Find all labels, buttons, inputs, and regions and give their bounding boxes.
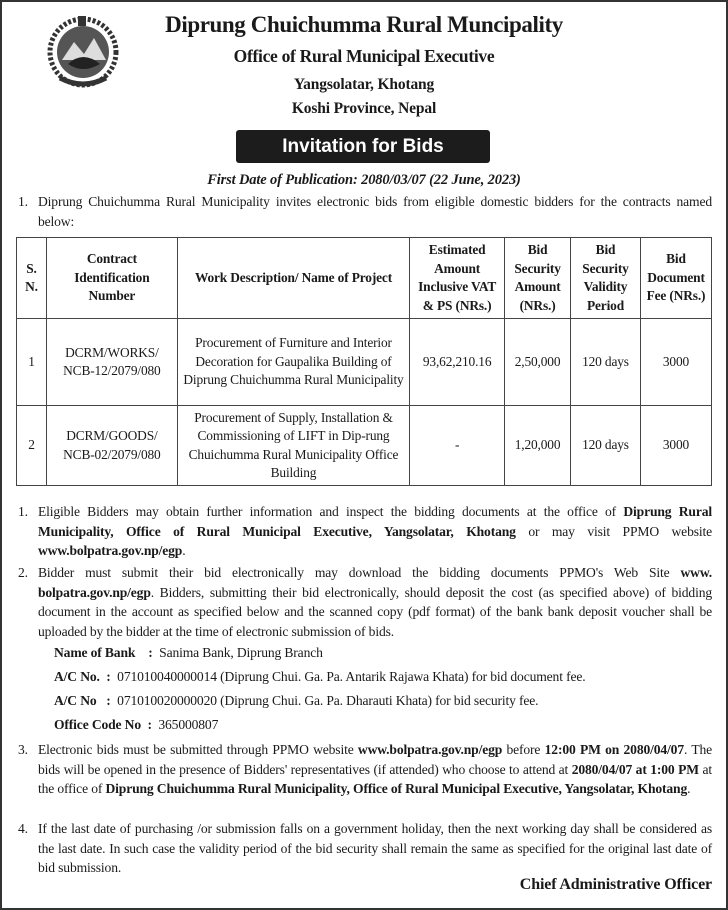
label: A/C No.: [54, 669, 100, 684]
list-item-4: 4. If the last date of purchasing /or su…: [16, 819, 712, 878]
province: Koshi Province, Nepal: [291, 100, 437, 117]
value: 071010020000020 (Diprung Chui. Ga. Pa. D…: [117, 693, 539, 708]
list-item-1: 1. Eligible Bidders may obtain further i…: [16, 502, 712, 561]
label: Office Code No: [54, 717, 141, 732]
cell: 2: [16, 405, 47, 486]
table-row: 2 DCRM/GOODS/ NCB-02/2079/080 Procuremen…: [16, 405, 713, 486]
col-validity: Bid Security Validity Period: [570, 237, 641, 319]
cell: 1,20,000: [504, 405, 572, 486]
website-link: www.bolpatra.gov.np/egp: [38, 543, 183, 559]
col-work-description: Work Description/ Name of Project: [176, 237, 411, 319]
sep: :: [106, 669, 111, 684]
cell: 120 days: [570, 318, 641, 406]
cell: 2,50,000: [504, 318, 572, 406]
cell: 93,62,210.16: [409, 318, 506, 406]
cell: Procurement of Furniture and Interior De…: [176, 318, 411, 406]
table-row: 1 DCRM/WORKS/ NCB-12/2079/080 Procuremen…: [16, 318, 713, 406]
cell: 3000: [639, 405, 713, 486]
text: .: [687, 781, 691, 797]
text: Bidder must submit their bid electronica…: [38, 565, 681, 580]
cell: DCRM/WORKS/ NCB-12/2079/080: [45, 318, 178, 406]
col-sn: S. N.: [16, 237, 47, 319]
text: . Bidders, submitting their bid electron…: [38, 584, 712, 639]
item-number: 2.: [18, 565, 28, 580]
text: If the last date of purchasing /or submi…: [38, 821, 712, 876]
text: . The bids will be opened in the presenc…: [38, 742, 712, 777]
deadline: 12:00 PM on 2080/04/07: [544, 742, 684, 757]
list-item-2: 2. Bidder must submit their bid electron…: [16, 563, 712, 641]
website-link: www.bolpatra.gov.np/egp: [357, 742, 503, 757]
text: before: [502, 742, 545, 757]
account-doc-fee-row: A/C No. : 071010040000014 (Diprung Chui.…: [54, 667, 586, 686]
col-doc-fee: Bid Document Fee (NRs.): [639, 237, 713, 319]
sep: :: [148, 645, 153, 660]
item-number: 3.: [18, 742, 28, 757]
item-number: 4.: [18, 821, 28, 836]
bold-text: Diprung Chuichumma Rural Municipality, O…: [105, 781, 688, 797]
cell: 120 days: [570, 405, 641, 486]
publication-date: First Date of Publication: 2080/03/07 (2…: [207, 172, 521, 188]
address: Yangsolatar, Khotang: [293, 76, 435, 93]
office-name: Office of Rural Municipal Executive: [233, 46, 495, 66]
text: at the office of: [38, 761, 712, 797]
website-link: www. bolpatra.gov.np/egp: [38, 565, 712, 600]
label: A/C No: [54, 693, 97, 708]
value: Sanima Bank, Diprung Branch: [159, 645, 323, 660]
table-header-row: S. N. Contract Identification Number Wor…: [16, 237, 713, 319]
cell: 1: [16, 318, 47, 406]
item-number: 1.: [18, 504, 28, 519]
cell: DCRM/GOODS/ NCB-02/2079/080: [45, 405, 178, 486]
intro-paragraph: 1. Diprung Chuichumma Rural Municipality…: [16, 192, 712, 231]
label: Name of Bank: [54, 645, 136, 660]
value: 365000807: [158, 717, 219, 732]
col-estimated-amount: Estimated Amount Inclusive VAT & PS (NRs…: [409, 237, 506, 319]
text: or may visit PPMO website: [515, 523, 712, 539]
nepal-emblem-logo: [47, 16, 119, 88]
cell: -: [409, 405, 506, 486]
cell: 3000: [639, 318, 713, 406]
office-code-row: Office Code No : 365000807: [54, 715, 218, 734]
intro-text: Diprung Chuichumma Rural Municipality in…: [38, 194, 712, 229]
opening-time: 2080/04/07 at 1:00 PM: [571, 761, 699, 777]
municipality-title: Diprung Chuichumma Rural Muncipality: [165, 12, 563, 37]
bold-text: Diprung Rural Municipality, Office of Ru…: [38, 504, 712, 539]
text: Eligible Bidders may obtain further info…: [38, 504, 624, 519]
invitation-banner: Invitation for Bids: [236, 130, 490, 163]
cell: Procurement of Supply, Installation & Co…: [176, 405, 411, 486]
account-security-row: A/C No : 071010020000020 (Diprung Chui. …: [54, 691, 539, 710]
list-item-3: 3. Electronic bids must be submitted thr…: [16, 740, 712, 799]
col-contract-id: Contract Identification Number: [45, 237, 178, 319]
bank-name-row: Name of Bank : Sanima Bank, Diprung Bran…: [54, 643, 323, 662]
text: .: [182, 543, 186, 559]
value: 071010040000014 (Diprung Chui. Ga. Pa. A…: [117, 669, 586, 684]
sep: :: [106, 693, 111, 708]
col-bid-security: Bid Security Amount (NRs.): [504, 237, 572, 319]
sep: :: [147, 717, 153, 732]
text: Electronic bids must be submitted throug…: [38, 742, 358, 757]
item-number: 1.: [18, 194, 28, 209]
contracts-table: S. N. Contract Identification Number Wor…: [16, 237, 713, 486]
signature: Chief Administrative Officer: [519, 876, 712, 893]
